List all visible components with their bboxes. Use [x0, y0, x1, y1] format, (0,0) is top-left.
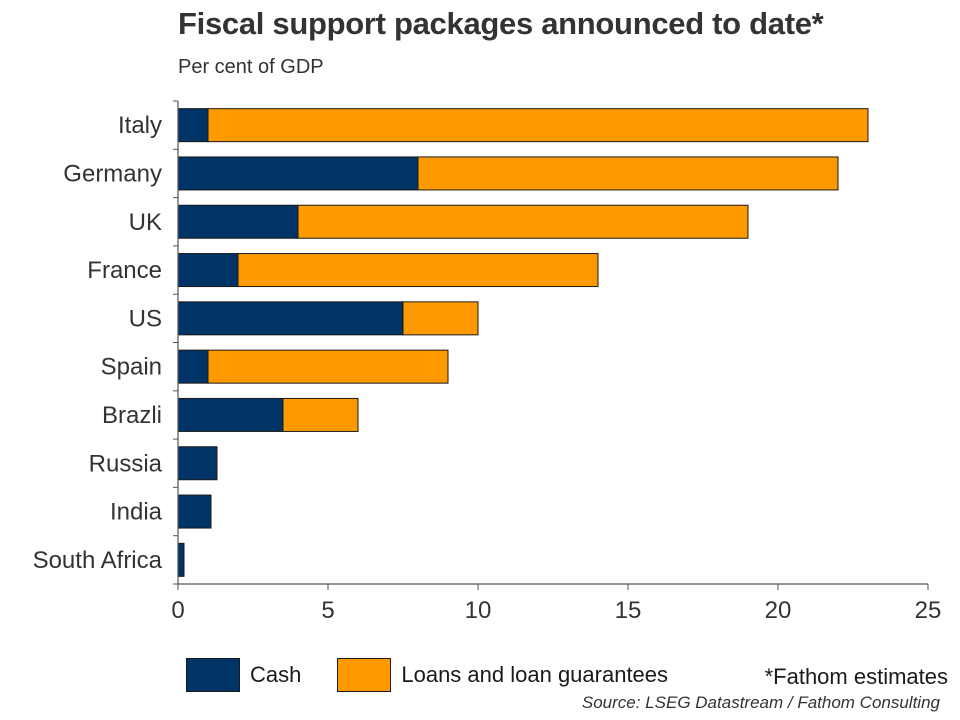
axes-group — [173, 100, 929, 590]
category-label: South Africa — [33, 547, 163, 574]
bar-spain-loans — [207, 349, 449, 384]
x-tick-label: 10 — [465, 597, 492, 624]
legend-swatch-cash — [186, 658, 240, 692]
x-tick-label: 15 — [615, 597, 642, 624]
category-label: UK — [129, 209, 162, 236]
bar-germany-loans — [417, 156, 839, 191]
bar-germany-cash — [177, 156, 419, 191]
category-label: Russia — [89, 450, 163, 477]
category-label: Brazli — [102, 402, 162, 429]
bar-south-africa-cash — [177, 542, 185, 577]
category-label: France — [87, 257, 162, 284]
bar-italy-loans — [207, 108, 869, 143]
bar-france-loans — [237, 253, 599, 288]
source-note: Source: LSEG Datastream / Fathom Consult… — [581, 693, 940, 712]
bar-brazli-loans — [282, 397, 359, 432]
bar-uk-loans — [297, 204, 749, 239]
bar-us-cash — [177, 301, 404, 336]
chart-subtitle: Per cent of GDP — [178, 56, 324, 78]
bar-italy-cash — [177, 108, 209, 143]
category-label: Spain — [101, 354, 162, 381]
legend-item-loans: Loans and loan guarantees — [337, 658, 668, 692]
x-tick-label: 5 — [321, 597, 334, 624]
bar-spain-cash — [177, 349, 209, 384]
category-label: US — [129, 305, 162, 332]
bar-chart: Italy Germany UK France US Spain Brazli Russia I… — [33, 100, 942, 624]
category-label: India — [110, 499, 163, 526]
bar-uk-cash — [177, 204, 299, 239]
x-tick-label: 20 — [765, 597, 792, 624]
legend-item-cash: Cash — [186, 658, 301, 692]
bars-group — [177, 108, 869, 577]
legend: Cash Loans and loan guarantees — [186, 656, 704, 694]
bar-france-cash — [177, 253, 239, 288]
bar-us-loans — [402, 301, 479, 336]
category-label: Italy — [118, 112, 162, 139]
bar-india-cash — [177, 494, 212, 529]
footnote: *Fathom estimates — [764, 664, 948, 689]
legend-label-loans: Loans and loan guarantees — [401, 662, 669, 687]
labels-group: Italy Germany UK France US Spain Brazli Russia I… — [33, 112, 942, 624]
bar-russia-cash — [177, 446, 218, 481]
chart-title: Fiscal support packages announced to dat… — [178, 6, 824, 41]
legend-label-cash: Cash — [250, 662, 302, 687]
x-tick-label: 0 — [171, 597, 184, 624]
bar-brazli-cash — [177, 397, 284, 432]
category-label: Germany — [63, 160, 162, 187]
legend-swatch-loans — [337, 658, 392, 692]
x-tick-label: 25 — [915, 597, 942, 624]
